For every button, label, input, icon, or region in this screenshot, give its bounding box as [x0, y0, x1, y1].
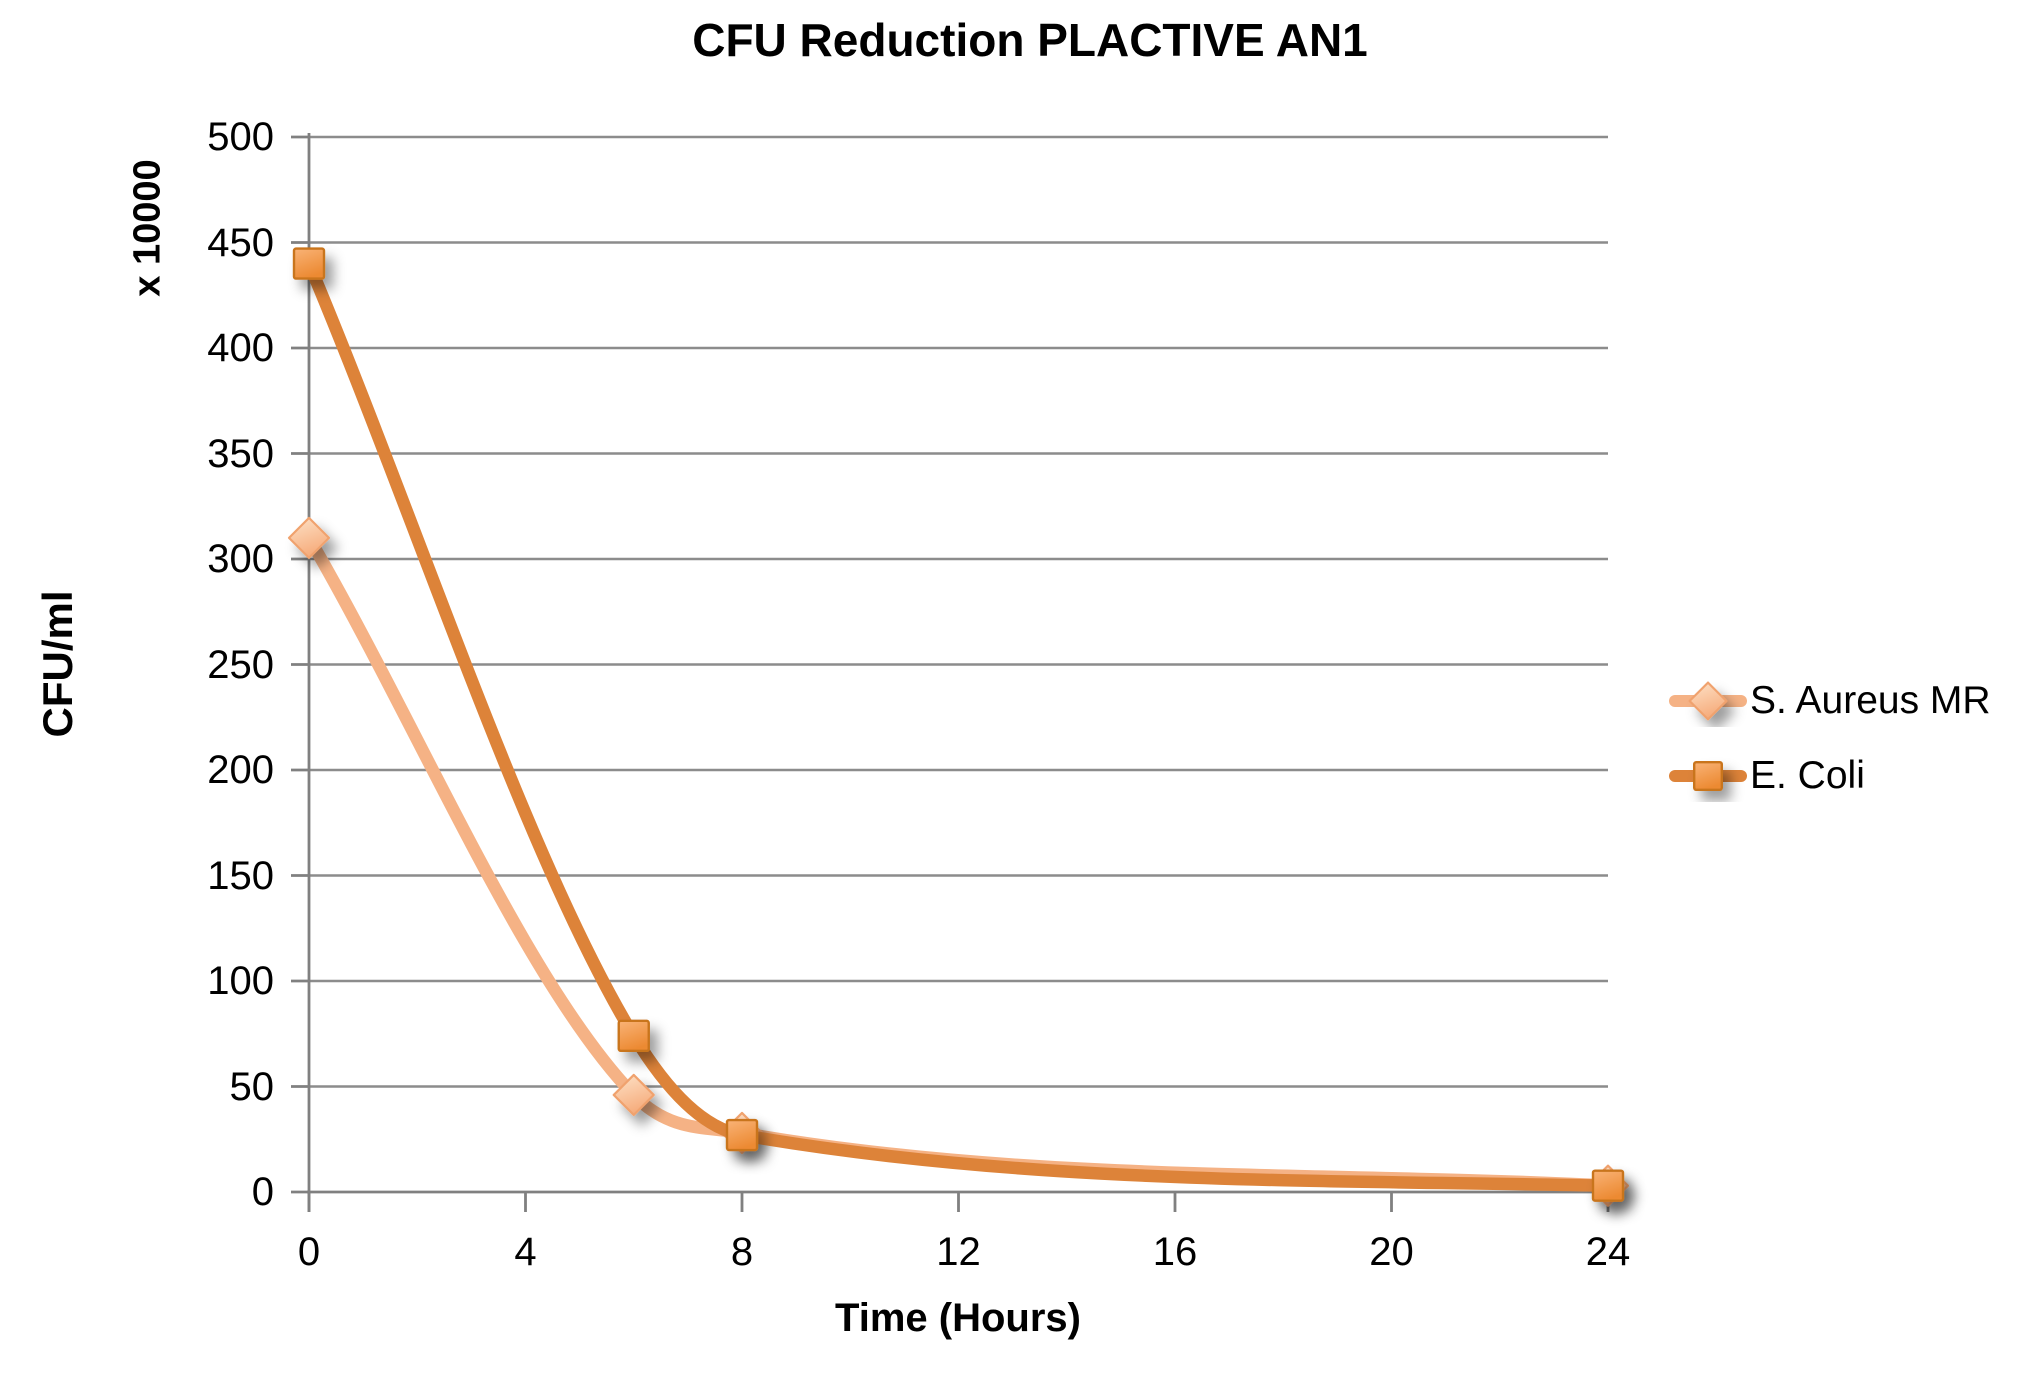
x-tick-label: 4 [514, 1230, 537, 1274]
x-tick-label: 24 [1585, 1230, 1631, 1274]
diamond-legend-key-icon [1669, 681, 1747, 721]
legend-label: S. Aureus MR [1750, 679, 1991, 722]
legend-entry-s-aureus-mr: S. Aureus MR [1668, 678, 1991, 724]
axes [291, 133, 1610, 1212]
y-tick-label: 100 [207, 959, 274, 1003]
square-marker [617, 1019, 650, 1053]
y-tick-label: 300 [207, 537, 274, 581]
series-e-coli [292, 247, 1625, 1202]
diamond-marker [612, 1073, 655, 1117]
diamond-marker [287, 516, 331, 559]
series-line [302, 257, 1615, 1192]
x-tick-label: 16 [1152, 1230, 1198, 1274]
gridlines [309, 135, 1608, 1088]
x-axis-title: Time (Hours) [835, 1296, 1081, 1340]
y-tick-label: 400 [207, 326, 274, 370]
square-marker [1693, 760, 1724, 792]
chart-title: CFU Reduction PLACTIVE AN1 [692, 14, 1368, 66]
y-tick-label: 500 [207, 115, 274, 159]
y-tick-label: 150 [207, 853, 274, 898]
y-tick-label: 250 [207, 642, 274, 687]
x-tick-label: 12 [936, 1230, 981, 1274]
y-tick-label: 200 [207, 748, 274, 792]
x-tick-label: 8 [730, 1230, 754, 1274]
x-tick-label: 20 [1369, 1230, 1414, 1274]
y-tick-label: 50 [229, 1064, 275, 1109]
legend: S. Aureus MR E. Coli [1668, 678, 1991, 828]
legend-entry-e-coli: E. Coli [1668, 753, 1991, 799]
series-line [302, 531, 1615, 1192]
legend-label: E. Coli [1750, 754, 1865, 797]
y-tick-label: 0 [251, 1170, 274, 1214]
series-s-aureus-mr [287, 516, 1630, 1207]
square-legend-key-icon [1669, 760, 1747, 792]
square-marker [292, 247, 326, 280]
square-marker [1591, 1169, 1625, 1202]
y-tick-label: 450 [207, 220, 274, 265]
x-tick-label: 0 [297, 1230, 321, 1274]
series-lines [287, 247, 1630, 1207]
y-tick-label: 350 [207, 431, 274, 476]
diamond-marker [1688, 681, 1728, 721]
square-marker [725, 1118, 759, 1152]
